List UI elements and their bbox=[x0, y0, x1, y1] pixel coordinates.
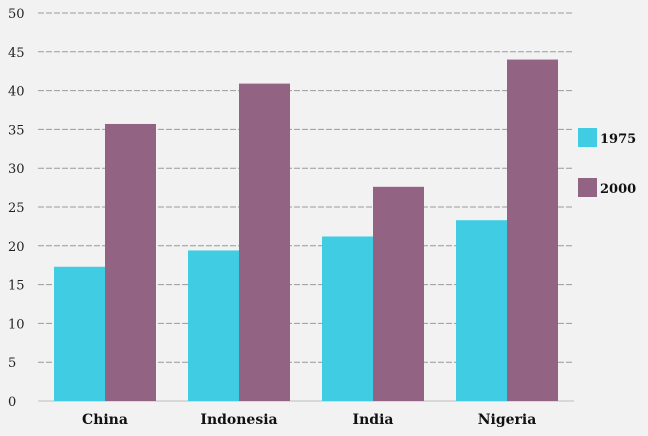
legend-swatch-2000 bbox=[578, 178, 597, 197]
legend-swatch-1975 bbox=[578, 128, 597, 147]
bar-indonesia-2000 bbox=[239, 83, 290, 401]
legend-label-2000: 2000 bbox=[600, 182, 636, 197]
legend: 1975 2000 bbox=[578, 128, 636, 197]
x-axis: China Indonesia India Nigeria bbox=[82, 412, 536, 428]
x-tick-label: Nigeria bbox=[478, 412, 537, 428]
y-tick-label: 40 bbox=[8, 85, 25, 100]
bar-indonesia-1975 bbox=[188, 250, 239, 401]
y-tick-label: 20 bbox=[8, 240, 25, 255]
bar-india-1975 bbox=[322, 236, 373, 401]
bar-nigeria-2000 bbox=[507, 59, 558, 402]
y-tick-label: 15 bbox=[8, 279, 25, 294]
y-tick-label: 10 bbox=[8, 317, 25, 332]
x-tick-label: Indonesia bbox=[200, 412, 277, 428]
y-tick-label: 25 bbox=[8, 201, 25, 216]
y-tick-label: 30 bbox=[8, 162, 25, 177]
x-tick-label: India bbox=[353, 412, 394, 428]
legend-label-1975: 1975 bbox=[600, 132, 636, 147]
bars bbox=[54, 59, 558, 402]
bar-nigeria-1975 bbox=[456, 220, 507, 401]
bar-india-2000 bbox=[373, 186, 424, 401]
bar-china-1975 bbox=[54, 266, 105, 401]
y-tick-label: 5 bbox=[8, 356, 16, 371]
y-tick-label: 0 bbox=[8, 395, 16, 410]
y-tick-label: 50 bbox=[8, 7, 25, 22]
y-tick-label: 35 bbox=[8, 123, 25, 138]
y-axis: 0 5 10 15 20 25 30 35 40 45 50 bbox=[8, 7, 25, 410]
y-tick-label: 45 bbox=[8, 46, 25, 61]
x-tick-label: China bbox=[82, 412, 128, 428]
bar-china-2000 bbox=[105, 123, 156, 401]
